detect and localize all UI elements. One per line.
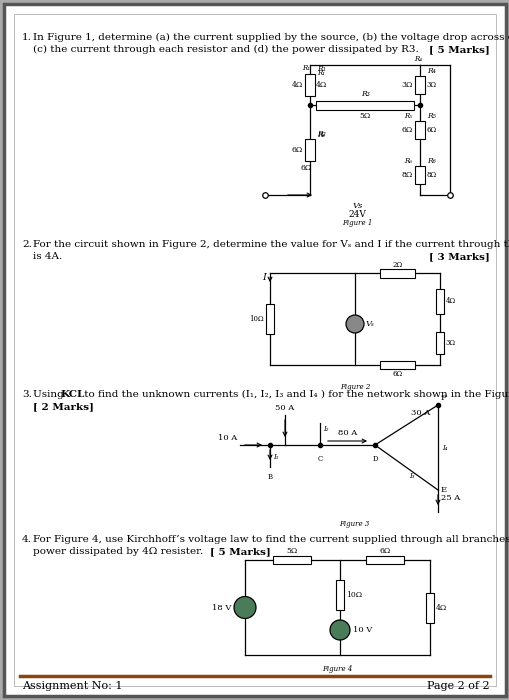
Text: 6Ω: 6Ω: [300, 164, 311, 172]
Text: Figure 1: Figure 1: [342, 219, 372, 227]
Text: 25 A: 25 A: [440, 494, 459, 502]
Text: Vs: Vs: [352, 202, 362, 210]
Text: 6Ω: 6Ω: [426, 126, 436, 134]
Bar: [435, 332, 443, 354]
Text: KCL: KCL: [60, 390, 84, 399]
Text: R₅: R₅: [403, 112, 411, 120]
Text: 18 V: 18 V: [211, 603, 231, 612]
Bar: [273, 556, 311, 564]
Text: Figure 3: Figure 3: [338, 520, 369, 528]
Text: 50 A: 50 A: [275, 404, 294, 412]
Text: to find the unknown currents (I₁, I₂, I₃ and I₄ ) for the network shown in the F: to find the unknown currents (I₁, I₂, I₃…: [81, 390, 509, 399]
Text: I₃: I₃: [409, 473, 414, 480]
Text: Figure 4: Figure 4: [322, 665, 352, 673]
Text: R₁: R₁: [317, 69, 324, 77]
Circle shape: [345, 315, 363, 333]
Bar: [414, 76, 424, 94]
Text: 10 V: 10 V: [352, 626, 372, 634]
Text: Vₛ: Vₛ: [365, 320, 374, 328]
Bar: [316, 101, 413, 109]
Text: R₁: R₁: [317, 65, 325, 73]
Text: 8Ω: 8Ω: [401, 171, 412, 179]
Text: [ 2 Marks]: [ 2 Marks]: [33, 402, 94, 411]
Bar: [335, 580, 344, 610]
Text: 10Ω: 10Ω: [249, 315, 264, 323]
Text: 3Ω: 3Ω: [445, 339, 455, 347]
Text: (c) the current through each resistor and (d) the power dissipated by R3.: (c) the current through each resistor an…: [33, 45, 418, 54]
Text: power dissipated by 4Ω resister.: power dissipated by 4Ω resister.: [33, 547, 203, 556]
Text: 3.: 3.: [22, 390, 32, 399]
Text: 3Ω: 3Ω: [426, 81, 436, 89]
Text: R₁: R₁: [301, 64, 309, 72]
Text: R₄: R₄: [413, 55, 421, 63]
Bar: [304, 74, 315, 96]
Bar: [365, 556, 403, 564]
Text: 4Ω: 4Ω: [445, 297, 455, 305]
Bar: [425, 592, 433, 622]
Text: 5Ω: 5Ω: [286, 547, 298, 555]
Bar: [379, 269, 414, 277]
Text: 6Ω: 6Ω: [379, 547, 390, 555]
Text: 6Ω: 6Ω: [291, 146, 302, 154]
Text: D: D: [372, 455, 377, 463]
Text: 2.: 2.: [22, 240, 32, 249]
Text: 6Ω: 6Ω: [401, 126, 412, 134]
Text: C: C: [317, 455, 322, 463]
Bar: [435, 288, 443, 314]
Text: Page 2 of 2: Page 2 of 2: [427, 681, 489, 691]
Text: R₃: R₃: [360, 90, 369, 99]
Text: I₂: I₂: [322, 425, 328, 433]
Text: For Figure 4, use Kirchhoff’s voltage law to find the current supplied through a: For Figure 4, use Kirchhoff’s voltage la…: [33, 535, 509, 544]
Text: I₁: I₁: [272, 453, 278, 461]
Text: R₂: R₂: [317, 130, 325, 138]
Text: 10 A: 10 A: [217, 434, 237, 442]
Text: For the circuit shown in Figure 2, determine the value for Vₛ and I if the curre: For the circuit shown in Figure 2, deter…: [33, 240, 509, 249]
Text: 4Ω: 4Ω: [435, 603, 446, 612]
Text: 8Ω: 8Ω: [426, 171, 436, 179]
Text: [ 5 Marks]: [ 5 Marks]: [210, 547, 270, 556]
Text: In Figure 1, determine (a) the current supplied by the source, (b) the voltage d: In Figure 1, determine (a) the current s…: [33, 33, 509, 42]
Text: R₄: R₄: [426, 67, 435, 75]
Text: 5Ω: 5Ω: [359, 111, 370, 120]
Bar: [266, 304, 273, 334]
Text: Using: Using: [33, 390, 67, 399]
Circle shape: [329, 620, 349, 640]
Bar: [414, 121, 424, 139]
Text: R₅: R₅: [426, 112, 435, 120]
Bar: [414, 166, 424, 184]
Text: 30 A: 30 A: [411, 409, 430, 417]
Text: is 4A.: is 4A.: [33, 252, 62, 261]
Text: 1.: 1.: [22, 33, 32, 42]
Text: 3Ω: 3Ω: [401, 81, 412, 89]
Text: B: B: [267, 473, 272, 481]
Text: Figure 2: Figure 2: [339, 383, 370, 391]
Text: F: F: [440, 394, 446, 402]
Text: R₂: R₂: [317, 131, 324, 139]
Text: [ 5 Marks]: [ 5 Marks]: [429, 45, 489, 54]
Text: Assignment No: 1: Assignment No: 1: [22, 681, 122, 691]
Text: I₄: I₄: [441, 444, 446, 452]
Text: [ 3 Marks]: [ 3 Marks]: [429, 252, 489, 261]
Text: 80 A: 80 A: [337, 429, 356, 437]
Text: 4Ω: 4Ω: [291, 81, 302, 89]
Text: 24V: 24V: [348, 210, 366, 219]
Text: 10Ω: 10Ω: [345, 591, 361, 599]
Text: E: E: [440, 486, 446, 494]
Text: 4Ω: 4Ω: [316, 81, 327, 89]
Text: 6Ω: 6Ω: [391, 370, 402, 378]
Text: 4.: 4.: [22, 535, 32, 544]
Circle shape: [234, 596, 256, 619]
Text: R₆: R₆: [426, 157, 435, 165]
Bar: [379, 361, 414, 369]
Text: 2Ω: 2Ω: [391, 261, 402, 269]
Text: I: I: [262, 274, 266, 283]
Bar: [304, 139, 315, 161]
Text: R₆: R₆: [403, 157, 411, 165]
